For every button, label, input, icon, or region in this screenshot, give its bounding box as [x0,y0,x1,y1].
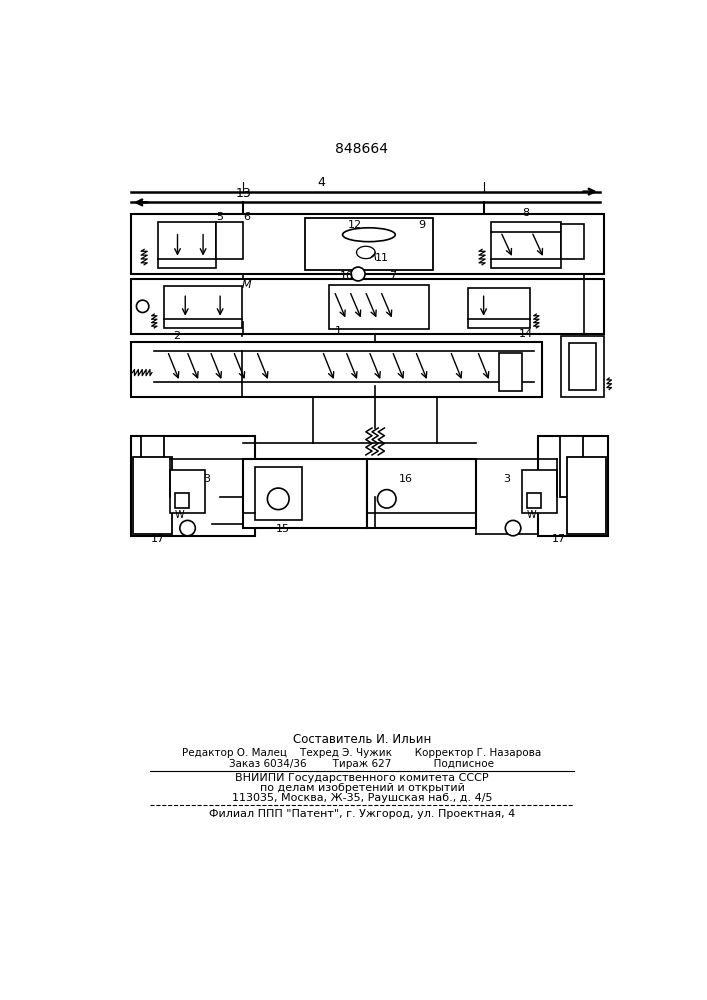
Bar [170,470,204,513]
Text: 9: 9 [418,220,425,230]
Bar [368,459,476,528]
Text: по делам изобретений и открытий: по делам изобретений и открытий [259,783,464,793]
Circle shape [180,520,195,536]
Text: 4: 4 [317,176,325,189]
Bar [527,493,541,508]
Text: 17: 17 [552,534,566,544]
Bar [158,222,216,268]
Bar [243,459,368,528]
Text: 2: 2 [174,331,181,341]
Text: Редактор О. Малец    Техред Э. Чужик       Корректор Г. Назарова: Редактор О. Малец Техред Э. Чужик Коррек… [182,748,542,758]
Text: 6: 6 [243,212,250,222]
Text: W: W [175,510,185,520]
Circle shape [378,490,396,508]
Text: 12: 12 [348,220,362,230]
Bar [255,466,301,520]
Bar [216,222,243,259]
Bar [561,336,604,397]
Text: 13: 13 [235,187,251,200]
Bar [131,342,542,397]
Bar [499,353,522,391]
Bar [538,436,607,536]
Text: 7: 7 [389,271,396,281]
Bar [468,288,530,328]
Text: 848664: 848664 [335,142,388,156]
Bar [134,457,172,534]
Bar [491,222,561,268]
Circle shape [136,300,149,312]
Text: 15: 15 [276,524,290,534]
Bar [175,493,189,508]
Bar [141,436,164,497]
Bar [305,218,433,270]
Ellipse shape [343,228,395,242]
Bar [559,436,583,497]
Circle shape [267,488,289,510]
Text: 11: 11 [375,253,389,263]
Text: 17: 17 [151,534,165,544]
Circle shape [506,520,521,536]
Text: 3: 3 [203,474,210,484]
Text: Заказ 6034/36        Тираж 627             Подписное: Заказ 6034/36 Тираж 627 Подписное [230,759,494,769]
Bar [131,279,604,334]
Bar [561,224,585,259]
Bar [131,436,255,536]
Text: 16: 16 [398,474,412,484]
Bar [569,343,596,389]
Text: ВНИИПИ Государственного комитета СССР: ВНИИПИ Государственного комитета СССР [235,773,489,783]
Text: W: W [527,510,537,520]
Text: 3: 3 [503,474,510,484]
Bar [164,286,242,328]
Text: Филиал ППП "Патент", г. Ужгород, ул. Проектная, 4: Филиал ППП "Патент", г. Ужгород, ул. Про… [209,809,515,819]
Text: 14: 14 [518,329,532,339]
Circle shape [351,267,365,281]
Bar [522,470,557,513]
Text: 1: 1 [335,326,341,336]
Text: 10: 10 [340,271,354,281]
Text: M: M [242,280,252,290]
Text: Составитель И. Ильин: Составитель И. Ильин [293,733,431,746]
Text: 113035, Москва, Ж-35, Раушская наб., д. 4/5: 113035, Москва, Ж-35, Раушская наб., д. … [232,793,492,803]
Bar [131,214,604,274]
Bar [567,457,606,534]
Bar [329,285,429,329]
Text: 8: 8 [522,208,530,218]
Text: 5: 5 [216,212,223,222]
